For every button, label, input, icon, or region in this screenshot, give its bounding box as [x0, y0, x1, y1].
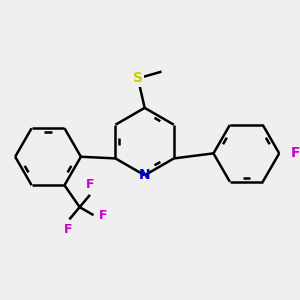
Text: N: N [139, 168, 151, 182]
Text: F: F [99, 208, 107, 222]
Text: F: F [291, 146, 300, 161]
Text: F: F [63, 223, 72, 236]
Text: S: S [133, 71, 143, 85]
Text: F: F [86, 178, 94, 191]
